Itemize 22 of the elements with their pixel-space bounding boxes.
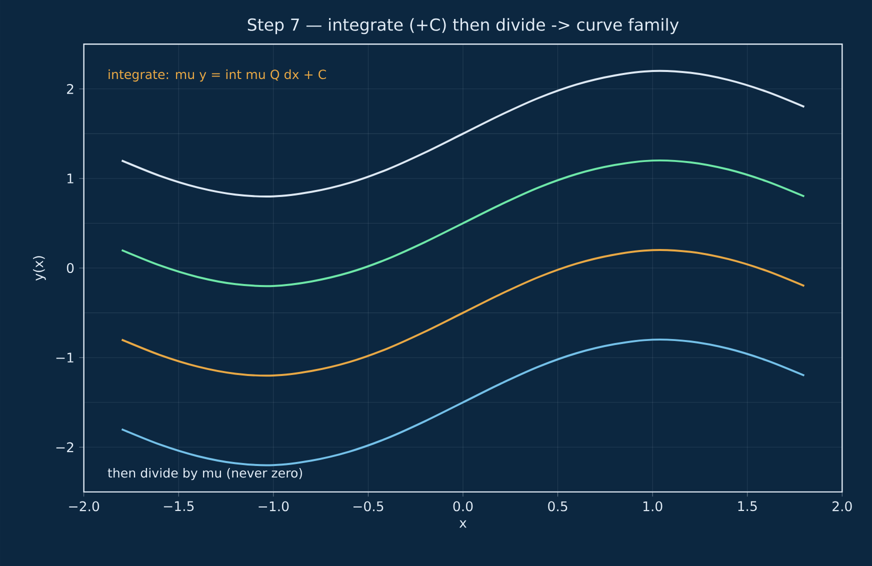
x-axis-title: x [459,520,466,528]
x-tick-label: 0.0 [453,501,473,512]
line-series [120,248,806,376]
x-tick-label: 1.5 [738,501,757,512]
line-series [120,338,806,466]
chart-title: Step 7 — integrate (+C) then divide -> curve family [248,18,679,34]
y-tick-label: −2 [56,442,74,452]
y-tick-label: 1 [68,174,74,184]
x-tick-label: −2.0 [69,501,100,512]
x-tick-label: 0.5 [548,501,568,512]
x-tick-label: 1.0 [643,501,662,512]
annotation: then divide by mu (never zero) [108,468,302,480]
y-tick-label: 0 [66,262,74,273]
y-axis-title: y(x) [33,256,46,281]
x-tick-label: 2.0 [832,501,852,512]
y-tick-label: 2 [67,84,74,94]
line-series [120,159,806,287]
x-tick-label: −1.5 [164,501,194,512]
x-tick-label: −0.5 [354,501,384,512]
annotation: integrate: mu y = int mu Q dx + C [108,69,326,82]
x-tick-label: −1.0 [258,501,289,512]
y-tick-label: −1 [56,352,74,362]
